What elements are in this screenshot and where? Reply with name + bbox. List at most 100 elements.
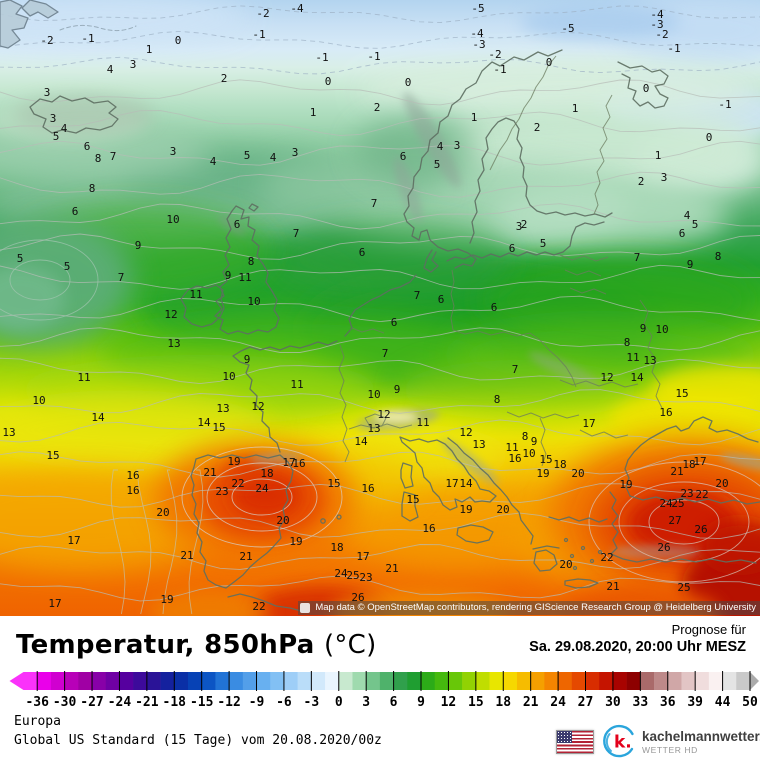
scale-segment <box>119 672 134 690</box>
aegean-island <box>597 549 603 555</box>
temp-label: 16 <box>126 469 139 482</box>
temp-label: -2 <box>488 48 501 61</box>
region-label: Europa <box>14 714 61 729</box>
temp-label: 6 <box>84 140 91 153</box>
site-name[interactable]: kachelmannwetter.com <box>642 729 760 744</box>
temp-label: 21 <box>203 466 216 479</box>
temp-label: 0 <box>325 75 332 88</box>
scale-tick-label: 44 <box>715 695 731 710</box>
temp-label: 3 <box>661 171 668 184</box>
temp-label: 26 <box>351 591 364 604</box>
scale-segment <box>434 672 449 690</box>
morocco-coast <box>227 593 306 613</box>
temp-label: 19 <box>160 593 173 606</box>
channel-coast <box>232 340 338 453</box>
scale-tick-label: -27 <box>80 695 103 710</box>
temp-label: -4 <box>650 8 664 21</box>
norway-coast <box>403 49 563 269</box>
temp-label: 6 <box>491 301 498 314</box>
greece-coast <box>548 516 608 523</box>
temp-label: 26 <box>694 523 707 536</box>
scale-segment <box>599 672 614 690</box>
temp-label: 3 <box>292 146 299 159</box>
mountain-shading <box>218 92 760 559</box>
temp-label: 9 <box>531 435 538 448</box>
scale-segment <box>297 672 312 690</box>
weather-map[interactable]: -2 -1 0 1 3 4 -2 -4 -1 -1 -1 2 0 3 1 2 3 4 5 6 8 7 3 4 5 4 3 8 6 10 9 5… <box>0 0 760 616</box>
scale-segment <box>201 672 216 690</box>
temp-label: 5 <box>244 149 251 162</box>
temp-label: 11 <box>416 416 429 429</box>
scale-segment <box>736 672 751 690</box>
scale-tick-label: -18 <box>163 695 187 710</box>
isoline-contours <box>0 5 760 615</box>
scale-segment <box>256 672 271 690</box>
temp-label: -3 <box>472 38 485 51</box>
temp-label: 3 <box>44 86 51 99</box>
scale-segment <box>530 672 545 690</box>
temp-label: 14 <box>459 477 473 490</box>
temp-label: 22 <box>252 600 265 613</box>
temp-label: 5 <box>64 260 71 273</box>
temp-label: 13 <box>216 402 229 415</box>
temp-label: 26 <box>657 541 670 554</box>
kachelmann-logo-icon[interactable]: k. <box>601 723 638 760</box>
scale-segment <box>352 672 367 690</box>
scale-segment <box>338 672 353 690</box>
uk-coast <box>214 205 280 335</box>
scale-segment <box>475 672 490 690</box>
scale-segment <box>187 672 202 690</box>
title-unit: (°C) <box>323 630 377 660</box>
temp-label: -1 <box>315 51 328 64</box>
temp-label: 3 <box>130 58 137 71</box>
temp-label: 6 <box>679 227 686 240</box>
scale-segment <box>325 672 340 690</box>
crete-coast <box>564 578 599 589</box>
aegean-island <box>563 537 569 543</box>
scale-tick-label: -6 <box>276 695 292 710</box>
scale-tick-label: 6 <box>390 695 398 710</box>
scale-tick-label: 21 <box>523 695 539 710</box>
temp-label: 17 <box>48 597 61 610</box>
temp-label: 13 <box>367 422 380 435</box>
scale-tick-label: -9 <box>249 695 265 710</box>
temp-label: 2 <box>521 218 528 231</box>
temp-label: 8 <box>522 430 529 443</box>
us-flag-icon <box>556 730 594 754</box>
temp-label: 7 <box>414 289 421 302</box>
attribution-text: Map data © OpenStreetMap contributors, r… <box>315 602 756 613</box>
scale-segment <box>215 672 230 690</box>
scale-segment <box>585 672 600 690</box>
temp-label: 20 <box>496 503 509 516</box>
temp-label: -2 <box>40 34 53 47</box>
temp-label: 15 <box>675 387 688 400</box>
temp-label: 7 <box>512 363 519 376</box>
temp-label: 10 <box>522 447 535 460</box>
scale-segment <box>105 672 120 690</box>
scale-segment <box>78 672 93 690</box>
iberia-coast <box>190 454 294 589</box>
turkey-west-coast <box>609 491 757 564</box>
temp-label: 9 <box>225 269 232 282</box>
temp-label: 3 <box>50 112 57 125</box>
baltic-south-coast <box>446 221 605 262</box>
temp-label: 10 <box>655 323 668 336</box>
title-text: Temperatur, 850hPa <box>16 630 315 660</box>
temp-label: 22 <box>695 488 708 501</box>
temp-label: 21 <box>385 562 398 575</box>
balearic-island <box>336 514 342 520</box>
temp-label: 1 <box>655 149 662 162</box>
temp-label: 12 <box>251 400 264 413</box>
scale-segment <box>448 672 463 690</box>
temp-label: 17 <box>67 534 80 547</box>
temp-label: 10 <box>367 388 380 401</box>
attribution-icon <box>300 603 311 613</box>
temp-label: 7 <box>118 271 125 284</box>
temp-label: -5 <box>471 2 484 15</box>
temp-label: 0 <box>175 34 182 47</box>
temp-label: 7 <box>110 150 117 163</box>
adriatic-east-coast <box>447 437 534 545</box>
temp-label: 8 <box>89 182 96 195</box>
scale-segment <box>50 672 65 690</box>
